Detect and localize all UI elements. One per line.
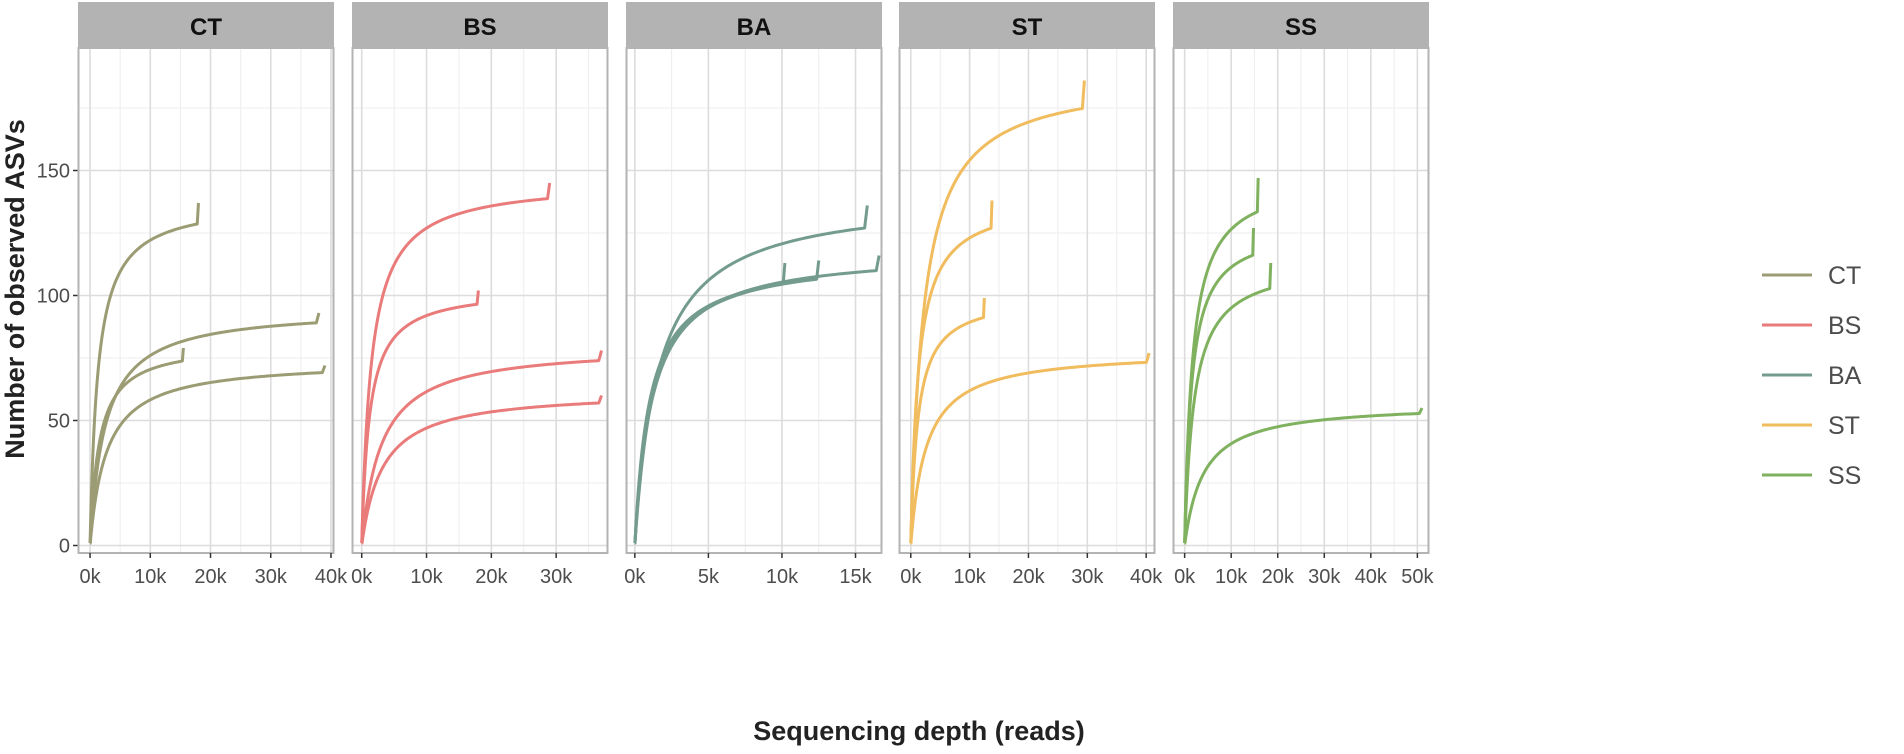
x-tick-label: 0k	[1174, 566, 1196, 588]
y-tick-label-0: 0	[59, 536, 70, 558]
x-tick-label: 40k	[1130, 566, 1163, 588]
panels-layer: 0 50 100 150 CT 0k 10k 20k 30k 40k BS 0k 10k 20k 30k BA…	[37, 2, 1434, 588]
curve-ct-3	[88, 347, 185, 545]
curve-bs-2	[360, 290, 480, 545]
legend-item-ct: CT	[1762, 262, 1861, 290]
legend-item-ba: BA	[1762, 362, 1862, 390]
legend: CT BS BA ST SS	[1762, 262, 1862, 490]
x-tick-label: 30k	[1308, 566, 1341, 588]
x-tick-label: 30k	[540, 566, 573, 588]
panel-strip	[899, 2, 1155, 48]
curve-ss-3	[1183, 262, 1273, 545]
curve-ct-4	[88, 364, 327, 545]
curve-st-3	[909, 297, 986, 545]
curve-ss-2	[1183, 227, 1256, 545]
panel-strip	[1173, 2, 1429, 48]
panel-bs: BS 0k 10k 20k 30k	[351, 2, 609, 588]
panel-ss: SS 0k 10k 20k 30k 40k 50k	[1172, 2, 1434, 588]
panel-background	[626, 48, 882, 553]
curve-bs-1	[360, 182, 552, 545]
x-tick-label: 10k	[1215, 566, 1248, 588]
panel-st: ST 0k 10k 20k 30k 40k	[898, 2, 1163, 588]
curve-ct-2	[88, 312, 321, 545]
curve-ba-4	[633, 262, 787, 545]
panel-strip-label: BS	[463, 14, 496, 41]
legend-label: BA	[1828, 362, 1862, 390]
panel-ba: BA 0k 5k 10k 15k	[624, 2, 883, 588]
x-tick-label: 15k	[839, 566, 872, 588]
curve-st-4	[909, 352, 1151, 545]
curve-bs-4	[360, 394, 603, 545]
x-tick-label: 40k	[1355, 566, 1388, 588]
curve-ss-4	[1183, 407, 1424, 545]
x-tick-label: 50k	[1401, 566, 1434, 588]
panel-strip	[626, 2, 882, 48]
panel-background	[78, 48, 334, 553]
x-tick-label: 10k	[410, 566, 443, 588]
x-tick-label: 10k	[766, 566, 799, 588]
panel-strip-label: ST	[1012, 14, 1043, 41]
legend-item-bs: BS	[1762, 312, 1861, 340]
panel-background	[899, 48, 1155, 553]
x-tick-label: 5k	[698, 566, 720, 588]
legend-label: SS	[1828, 462, 1861, 490]
panel-strip-label: CT	[190, 14, 222, 41]
panel-strip	[78, 2, 334, 48]
curve-bs-3	[360, 350, 603, 545]
x-tick-label: 30k	[255, 566, 288, 588]
panel-strip-label: SS	[1285, 14, 1317, 41]
x-tick-label: 20k	[194, 566, 227, 588]
y-axis-label: Number of observed ASVs	[0, 119, 30, 459]
x-tick-label: 10k	[953, 566, 986, 588]
panel-ct: CT 0k 10k 20k 30k 40k	[77, 2, 348, 588]
curve-ct-1	[88, 202, 200, 545]
panel-strip	[352, 2, 608, 48]
x-tick-label: 20k	[1262, 566, 1295, 588]
x-tick-label: 0k	[900, 566, 922, 588]
x-tick-label: 20k	[475, 566, 508, 588]
x-tick-label: 0k	[624, 566, 646, 588]
x-tick-label: 20k	[1012, 566, 1045, 588]
y-tick-label-150: 150	[37, 161, 70, 183]
legend-item-ss: SS	[1762, 462, 1861, 490]
panel-strip-label: BA	[737, 14, 772, 41]
x-tick-label: 30k	[1071, 566, 1104, 588]
y-tick-label-50: 50	[48, 411, 70, 433]
x-tick-label: 0k	[79, 566, 101, 588]
legend-label: ST	[1828, 412, 1860, 440]
curve-st-2	[909, 200, 994, 545]
x-tick-label: 0k	[351, 566, 373, 588]
x-tick-label: 10k	[134, 566, 167, 588]
x-axis-label: Sequencing depth (reads)	[753, 716, 1085, 746]
legend-label: BS	[1828, 312, 1861, 340]
panel-background	[352, 48, 608, 553]
y-tick-label-100: 100	[37, 286, 70, 308]
x-tick-label: 40k	[315, 566, 348, 588]
legend-item-st: ST	[1762, 412, 1860, 440]
legend-label: CT	[1828, 262, 1861, 290]
